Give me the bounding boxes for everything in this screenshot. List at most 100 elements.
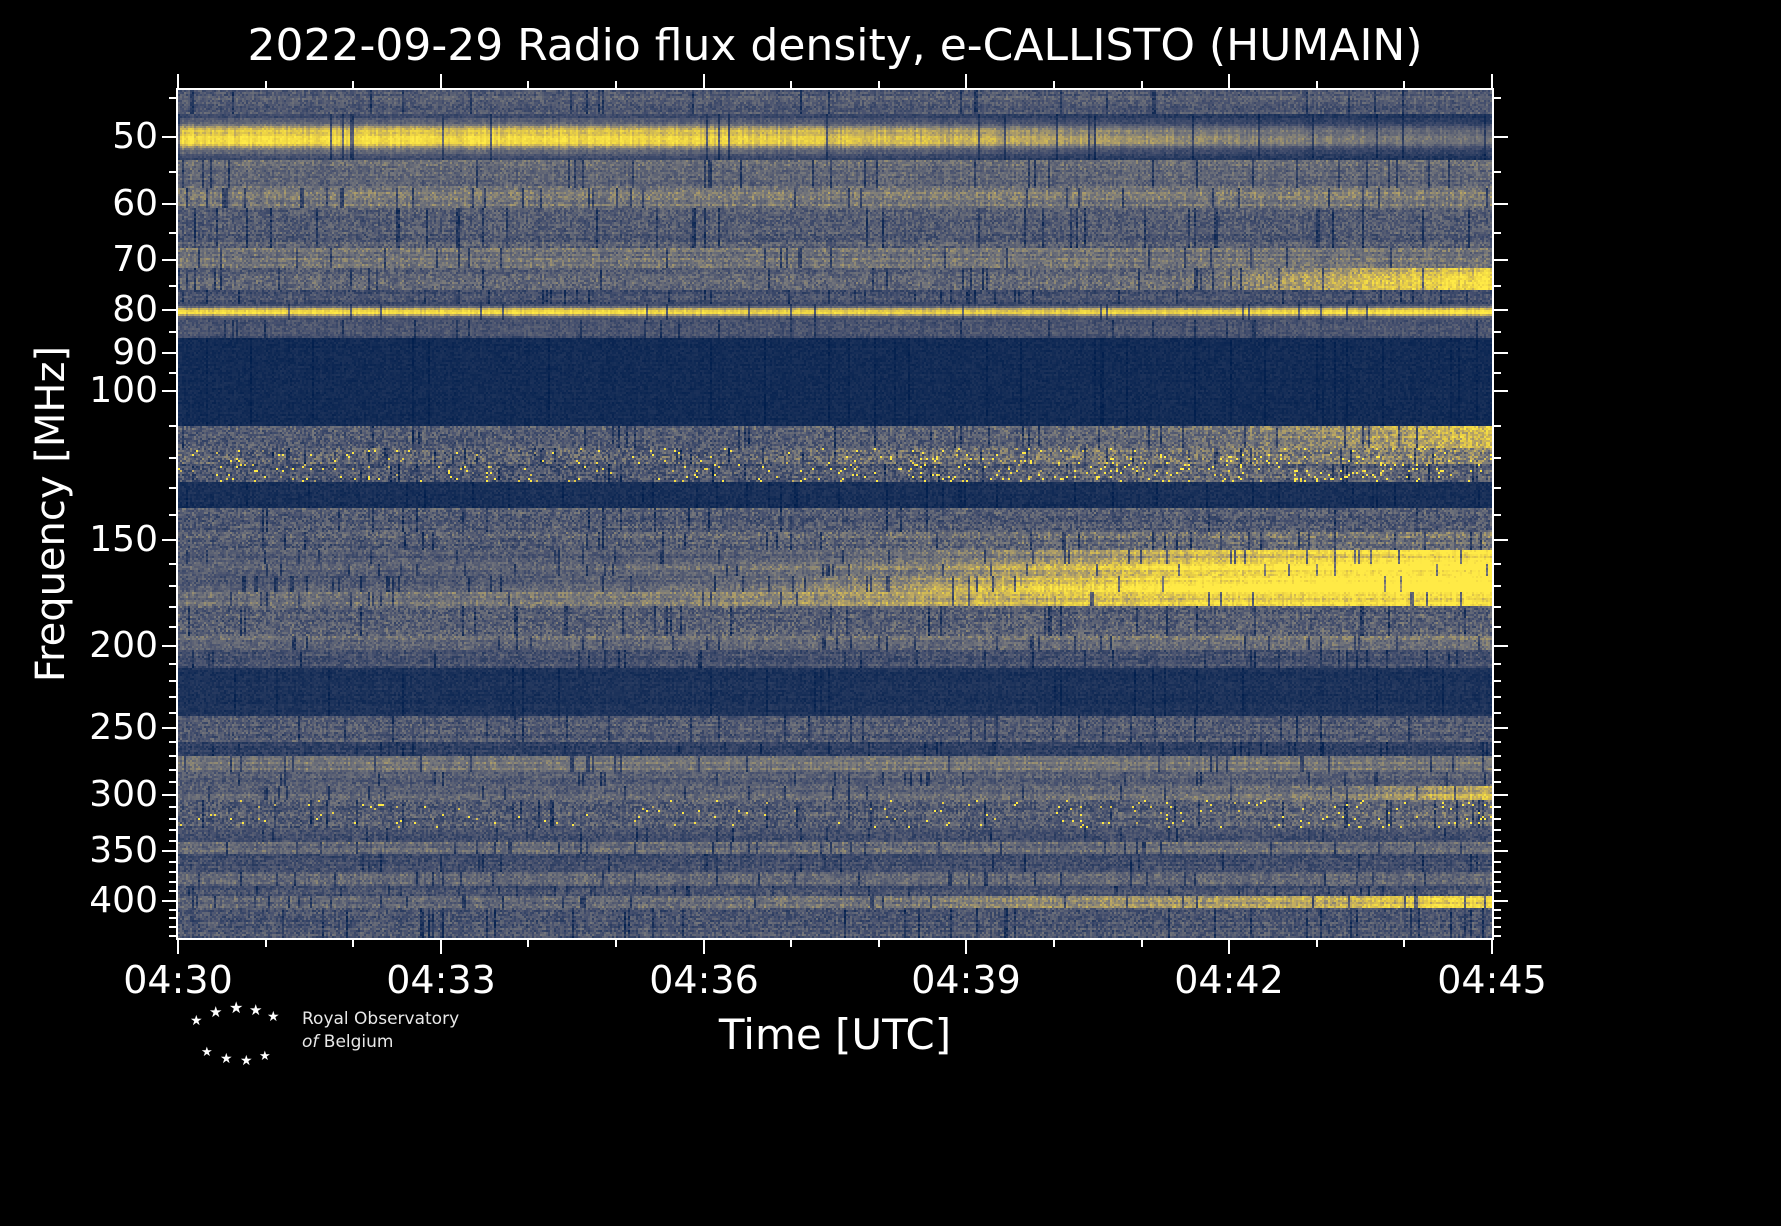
y-minor-tick xyxy=(1494,712,1501,714)
star-icon: ★ xyxy=(220,1051,233,1067)
x-tick-label: 04:36 xyxy=(649,958,759,1002)
x-minor-tick xyxy=(352,81,354,88)
y-minor-tick xyxy=(169,818,176,820)
y-tick-label: 70 xyxy=(112,239,158,280)
y-tick xyxy=(162,390,176,392)
y-minor-tick xyxy=(169,457,176,459)
logo-text: Royal Observatory of Belgium xyxy=(302,1008,459,1054)
y-minor-tick xyxy=(1494,917,1501,919)
x-minor-tick xyxy=(790,81,792,88)
y-minor-tick xyxy=(1494,663,1501,665)
x-minor-tick xyxy=(790,940,792,947)
x-tick xyxy=(1491,940,1493,954)
y-tick xyxy=(162,309,176,311)
y-minor-tick xyxy=(169,696,176,698)
y-tick xyxy=(162,850,176,852)
y-minor-tick xyxy=(1494,606,1501,608)
y-tick-label: 150 xyxy=(89,519,158,560)
y-tick xyxy=(162,900,176,902)
y-tick xyxy=(162,352,176,354)
y-minor-tick xyxy=(1494,909,1501,911)
y-tick xyxy=(1494,645,1508,647)
x-minor-tick xyxy=(265,81,267,88)
x-minor-tick xyxy=(1053,81,1055,88)
y-tick xyxy=(162,794,176,796)
y-minor-tick xyxy=(1494,741,1501,743)
y-minor-tick xyxy=(169,917,176,919)
y-minor-tick xyxy=(169,680,176,682)
y-minor-tick xyxy=(169,781,176,783)
y-minor-tick xyxy=(1494,585,1501,587)
y-minor-tick xyxy=(169,372,176,374)
y-tick xyxy=(1494,390,1508,392)
y-minor-tick xyxy=(169,881,176,883)
y-minor-tick xyxy=(169,926,176,928)
y-tick xyxy=(162,136,176,138)
y-tick xyxy=(1494,727,1508,729)
x-tick xyxy=(1228,940,1230,954)
y-minor-tick xyxy=(169,840,176,842)
y-minor-tick xyxy=(1494,285,1501,287)
y-minor-tick xyxy=(169,755,176,757)
y-minor-tick xyxy=(1494,890,1501,892)
y-minor-tick xyxy=(169,626,176,628)
x-tick xyxy=(965,940,967,954)
y-tick xyxy=(1494,309,1508,311)
y-minor-tick xyxy=(1494,457,1501,459)
y-tick xyxy=(162,539,176,541)
y-minor-tick xyxy=(1494,680,1501,682)
logo-text-line2: of Belgium xyxy=(302,1032,394,1052)
x-tick xyxy=(440,74,442,88)
y-minor-tick xyxy=(169,585,176,587)
x-minor-tick xyxy=(527,940,529,947)
x-minor-tick xyxy=(878,940,880,947)
chart-title: 2022-09-29 Radio flux density, e-CALLIST… xyxy=(247,20,1423,71)
star-icon: ★ xyxy=(201,1045,213,1060)
star-icon: ★ xyxy=(249,1001,263,1019)
y-minor-tick xyxy=(1494,755,1501,757)
y-tick-label: 400 xyxy=(89,880,158,921)
star-icon: ★ xyxy=(229,998,244,1017)
y-minor-tick xyxy=(169,806,176,808)
y-tick xyxy=(162,259,176,261)
y-minor-tick xyxy=(169,97,176,99)
y-minor-tick xyxy=(1494,769,1501,771)
y-minor-tick xyxy=(1494,97,1501,99)
y-minor-tick xyxy=(169,285,176,287)
x-tick-label: 04:39 xyxy=(911,958,1021,1002)
y-tick-label: 350 xyxy=(89,830,158,871)
y-tick-label: 300 xyxy=(89,774,158,815)
y-minor-tick xyxy=(169,606,176,608)
y-minor-tick xyxy=(169,890,176,892)
y-minor-tick xyxy=(1494,487,1501,489)
x-tick xyxy=(177,940,179,954)
x-minor-tick xyxy=(1316,940,1318,947)
y-minor-tick xyxy=(169,935,176,937)
x-tick xyxy=(703,74,705,88)
y-tick xyxy=(162,727,176,729)
y-minor-tick xyxy=(1494,626,1501,628)
star-icon: ★ xyxy=(240,1053,253,1069)
y-minor-tick xyxy=(1494,514,1501,516)
x-tick-label: 04:30 xyxy=(123,958,233,1002)
y-tick xyxy=(1494,850,1508,852)
y-minor-tick xyxy=(1494,171,1501,173)
y-tick xyxy=(1494,136,1508,138)
y-tick-label: 100 xyxy=(89,370,158,411)
y-tick-label: 200 xyxy=(89,625,158,666)
y-tick xyxy=(1494,794,1508,796)
y-tick-label: 60 xyxy=(112,183,158,224)
star-icon: ★ xyxy=(259,1049,271,1064)
star-icon: ★ xyxy=(209,1003,223,1021)
x-tick xyxy=(440,940,442,954)
y-tick xyxy=(1494,259,1508,261)
y-minor-tick xyxy=(169,487,176,489)
spectrogram-canvas xyxy=(178,90,1492,938)
y-minor-tick xyxy=(169,425,176,427)
y-tick-label: 90 xyxy=(112,332,158,373)
y-minor-tick xyxy=(1494,331,1501,333)
x-minor-tick xyxy=(352,940,354,947)
y-minor-tick xyxy=(169,563,176,565)
x-minor-tick xyxy=(615,940,617,947)
